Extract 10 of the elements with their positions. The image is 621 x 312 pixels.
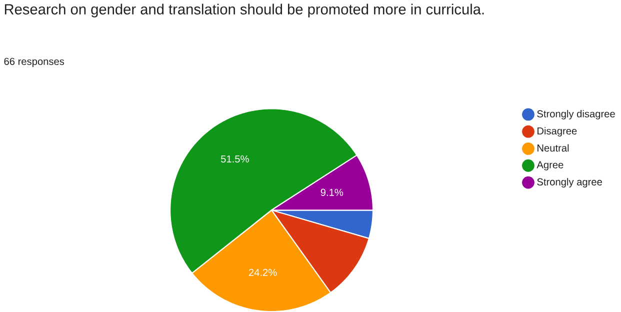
legend-label: Neutral [538, 144, 569, 152]
data-label: 9.1% [320, 188, 344, 196]
legend-label: Strongly disagree [537, 110, 615, 120]
chart-title: Research on gender and translation should be promoted more in curricula. [4, 4, 484, 18]
legend-label: Disagree [538, 127, 577, 136]
legend-label: Agree [536, 161, 564, 170]
text: 66 responses [4, 58, 64, 67]
data-label: 51.5% [220, 155, 249, 162]
legend-label: Strongly agree [537, 178, 602, 188]
data-label: 24.2% [248, 268, 277, 276]
